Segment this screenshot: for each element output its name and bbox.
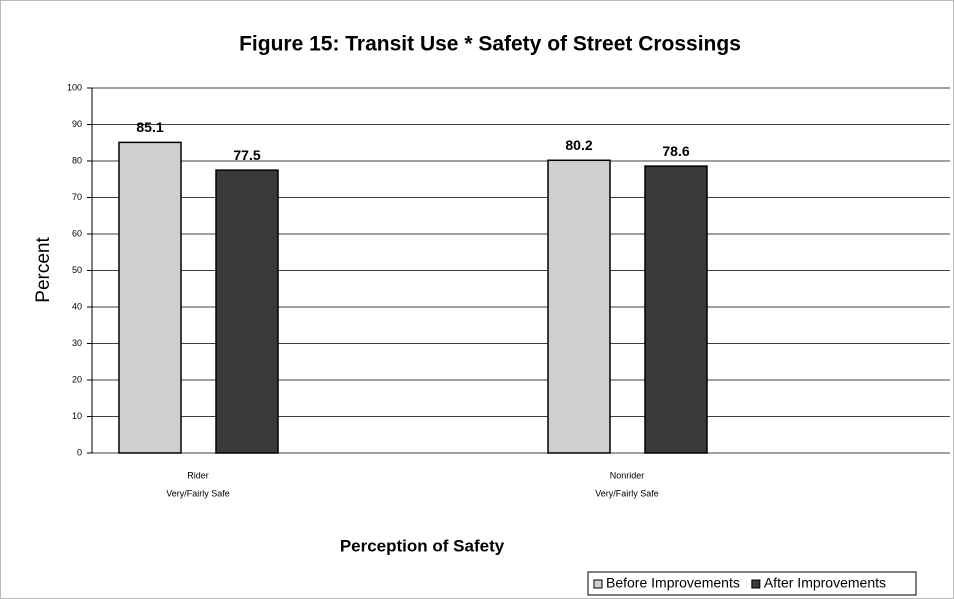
legend-swatch (593, 579, 603, 589)
x-axis-label: Perception of Safety (340, 536, 505, 555)
y-axis-label: Percent (33, 237, 54, 303)
x-tick-label: Nonrider (610, 470, 645, 480)
x-tick-label: Very/Fairly Safe (166, 488, 230, 498)
legend-swatch (751, 579, 761, 589)
y-tick-label: 60 (72, 228, 82, 238)
y-tick-label: 100 (67, 82, 82, 92)
data-label: 78.6 (662, 143, 689, 159)
bar (118, 141, 182, 454)
x-tick-label: Very/Fairly Safe (595, 488, 659, 498)
data-label: 77.5 (233, 147, 260, 163)
x-tick-label: Rider (187, 470, 209, 480)
y-tick-label: 70 (72, 192, 82, 202)
y-tick-label: 30 (72, 338, 82, 348)
y-tick-label: 50 (72, 265, 82, 275)
data-label: 80.2 (565, 137, 592, 153)
y-tick-label: 80 (72, 155, 82, 165)
legend-label: Before Improvements (606, 575, 740, 591)
y-tick-label: 40 (72, 301, 82, 311)
data-label: 85.1 (136, 119, 163, 135)
y-tick-label: 10 (72, 411, 82, 421)
y-tick-label: 90 (72, 119, 82, 129)
bar (547, 159, 611, 454)
y-tick-label: 20 (72, 374, 82, 384)
legend-label: After Improvements (764, 575, 886, 591)
y-tick-label: 0 (77, 447, 82, 457)
bar (644, 165, 708, 454)
chart-title: Figure 15: Transit Use * Safety of Stree… (239, 33, 741, 56)
bar (215, 169, 279, 454)
